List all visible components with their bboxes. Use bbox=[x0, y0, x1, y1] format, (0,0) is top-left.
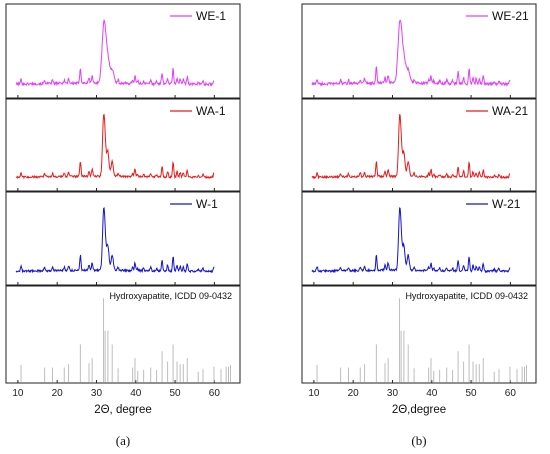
legend-label: WE-1 bbox=[196, 9, 226, 23]
legend-label: WA-1 bbox=[196, 104, 226, 118]
chart-panel-a: WE-1 WA-1 W-1 Hydroxyapatite, ICDD 09-0432 1… bbox=[5, 3, 241, 448]
x-tick-label: 10 bbox=[12, 388, 24, 399]
x-tick-label: 60 bbox=[209, 388, 221, 399]
plot-frame bbox=[301, 285, 537, 384]
series-line-w-21 bbox=[311, 207, 511, 274]
x-tick-label: 10 bbox=[308, 388, 320, 399]
legend-label: WA-21 bbox=[492, 104, 529, 118]
legend-label: W-21 bbox=[492, 197, 521, 211]
x-tick-label: 50 bbox=[465, 388, 477, 399]
panel-label: (a) bbox=[116, 433, 130, 448]
series-line-w-1 bbox=[15, 207, 215, 274]
x-axis-title: 2Θ, degree bbox=[94, 404, 152, 416]
plot-frame bbox=[5, 285, 241, 384]
x-axis-title: 2Θ,degree bbox=[392, 404, 446, 416]
plot-frame bbox=[5, 98, 241, 192]
x-tick-label: 30 bbox=[91, 388, 103, 399]
x-tick-label: 40 bbox=[130, 388, 142, 399]
legend-label: WE-21 bbox=[492, 9, 529, 23]
plot-frame bbox=[5, 191, 241, 286]
x-tick-label: 60 bbox=[505, 388, 517, 399]
reference-label: Hydroxyapatite, ICDD 09-0432 bbox=[109, 291, 232, 301]
series-line-wa-21 bbox=[311, 113, 511, 180]
x-tick-label: 20 bbox=[348, 388, 360, 399]
legend-label: W-1 bbox=[196, 197, 218, 211]
panel-label: (b) bbox=[411, 433, 426, 448]
x-tick-label: 20 bbox=[52, 388, 64, 399]
series-line-we-1 bbox=[15, 18, 215, 87]
plot-frame bbox=[301, 191, 537, 286]
plot-frame bbox=[5, 3, 241, 99]
plot-frame bbox=[301, 98, 537, 192]
x-tick-label: 30 bbox=[387, 388, 399, 399]
series-line-wa-1 bbox=[15, 113, 215, 180]
x-tick-label: 40 bbox=[426, 388, 438, 399]
series-line-we-21 bbox=[311, 19, 511, 87]
chart-panel-b: WE-21 WA-21 W-21 Hydroxyapatite, ICDD 09-04… bbox=[301, 3, 537, 448]
x-tick-label: 50 bbox=[169, 388, 181, 399]
plot-frame bbox=[301, 3, 537, 99]
reference-label: Hydroxyapatite, ICDD 09-0432 bbox=[405, 291, 528, 301]
